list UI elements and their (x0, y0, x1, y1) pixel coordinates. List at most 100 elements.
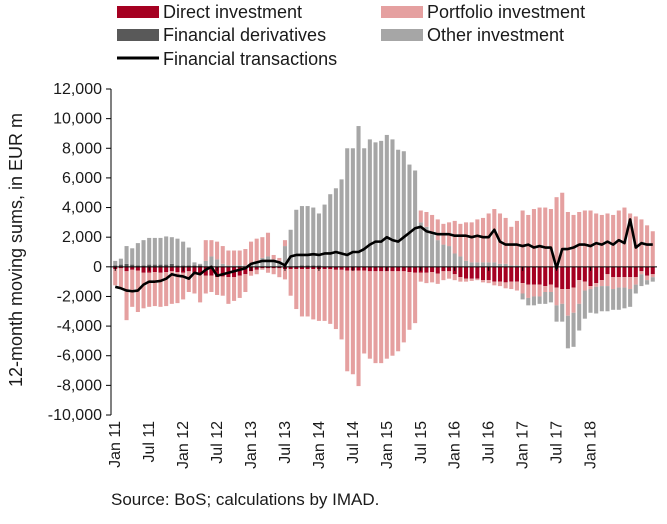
bar-portfolio-28 (271, 268, 276, 275)
bar-derivatives-36 (316, 265, 321, 267)
bar-direct-67 (492, 266, 497, 282)
bar-direct-57 (435, 266, 440, 274)
bar-other-6 (147, 237, 152, 265)
bar-direct-2 (124, 266, 129, 272)
bar-other-50 (396, 149, 401, 267)
legend-swatch-direct (117, 6, 159, 18)
bar-direct-66 (486, 266, 491, 281)
bar-direct-58 (441, 266, 446, 272)
bar-direct-88 (611, 266, 616, 278)
x-tick-label: Jul 13 (277, 421, 294, 464)
bar-other-25 (254, 262, 259, 267)
legend-label-derivatives: Financial derivatives (163, 25, 326, 45)
x-tick-label: Jan 15 (379, 421, 396, 469)
bar-derivatives-4 (135, 265, 140, 267)
bar-portfolio-58 (441, 271, 446, 281)
bar-derivatives-1 (118, 264, 123, 267)
bar-other-21 (232, 265, 237, 267)
bar-direct-79 (560, 266, 565, 290)
x-tick-label: Jul 12 (209, 421, 226, 464)
bar-direct-64 (475, 266, 480, 279)
bar-other-64 (475, 262, 480, 267)
legend-label-transactions: Financial transactions (163, 49, 337, 69)
bar-portfolio-80 (565, 289, 570, 316)
bar-portfolio_pos-95 (650, 231, 655, 267)
bar-portfolio-13 (186, 271, 191, 293)
bar-direct-81 (571, 266, 576, 288)
x-tick-label: Jul 17 (549, 421, 566, 464)
bar-derivatives-3 (130, 264, 135, 267)
bar-direct-74 (531, 266, 536, 285)
bar-portfolio-59 (447, 271, 452, 279)
bar-portfolio-46 (373, 271, 378, 364)
bar-portfolio-56 (430, 272, 435, 283)
bar-direct-3 (130, 266, 135, 270)
bar-direct-84 (588, 266, 593, 287)
bar-portfolio-72 (520, 283, 525, 294)
bar-derivatives-15 (198, 265, 203, 267)
bar-other-4 (135, 243, 140, 266)
bar-portfolio-22 (237, 275, 242, 298)
bar-other-84 (588, 289, 593, 313)
bar-portfolio_pos-89 (616, 210, 621, 267)
bar-other-56 (430, 234, 435, 267)
bar-other-35 (311, 207, 316, 266)
bar-portfolio_pos-28 (271, 254, 276, 260)
y-tick-label: 6,000 (62, 170, 102, 187)
bar-direct-85 (594, 266, 599, 284)
bar-other-46 (373, 142, 378, 267)
bar-portfolio_pos-73 (526, 214, 531, 267)
bar-other-30 (282, 246, 288, 267)
bar-direct-75 (537, 266, 542, 285)
bar-portfolio-21 (232, 277, 237, 301)
x-tick-label: Jan 13 (243, 421, 260, 469)
x-tick-label: Jan 18 (583, 421, 600, 469)
x-tick-label: Jan 11 (107, 421, 124, 468)
bar-derivatives-6 (147, 264, 152, 267)
bar-portfolio_pos-65 (480, 217, 486, 263)
bar-direct-63 (469, 266, 474, 279)
bar-portfolio-6 (147, 272, 152, 307)
bar-direct-91 (628, 266, 633, 278)
bar-portfolio-73 (526, 284, 531, 298)
financial-transactions-line (114, 218, 653, 293)
bar-direct-55 (424, 266, 429, 273)
bar-direct-46 (373, 266, 378, 272)
bar-direct-25 (254, 266, 259, 270)
bar-derivatives-33 (299, 265, 304, 267)
bar-other-91 (628, 289, 633, 307)
bar-portfolio-61 (458, 277, 463, 282)
bar-direct-94 (645, 266, 650, 276)
bar-other-0 (113, 260, 118, 266)
bar-portfolio-2 (124, 271, 129, 321)
bar-portfolio-64 (475, 278, 480, 281)
bar-other-3 (130, 248, 135, 265)
bar-direct-89 (616, 266, 621, 278)
bar-portfolio-77 (548, 284, 553, 293)
bar-portfolio-41 (345, 270, 350, 372)
bar-other-31 (288, 229, 293, 267)
bar-portfolio-18 (215, 277, 220, 295)
bar-derivatives-12 (181, 265, 186, 267)
y-tick-label: -2,000 (57, 288, 102, 305)
bar-direct-5 (141, 266, 146, 273)
y-tick-label: -4,000 (57, 318, 102, 335)
y-tick-label: 0 (93, 259, 102, 276)
bar-portfolio_pos-60 (452, 220, 457, 254)
y-tick-label: -10,000 (48, 407, 102, 424)
bar-direct-32 (294, 266, 299, 270)
bar-portfolio-51 (401, 271, 406, 343)
bar-portfolio_pos-84 (588, 210, 593, 267)
bar-other-55 (424, 226, 429, 267)
bar-other-36 (316, 213, 321, 266)
legend-label-other: Other investment (427, 25, 564, 45)
bar-other-23 (243, 265, 248, 267)
bar-direct-9 (164, 266, 169, 273)
bar-other-38 (328, 194, 333, 267)
bar-direct-29 (277, 266, 282, 269)
bar-direct-93 (639, 266, 644, 272)
bar-portfolio-93 (639, 271, 644, 275)
bar-other-15 (198, 263, 203, 266)
bar-other-57 (435, 240, 440, 267)
bar-portfolio-15 (198, 274, 203, 303)
